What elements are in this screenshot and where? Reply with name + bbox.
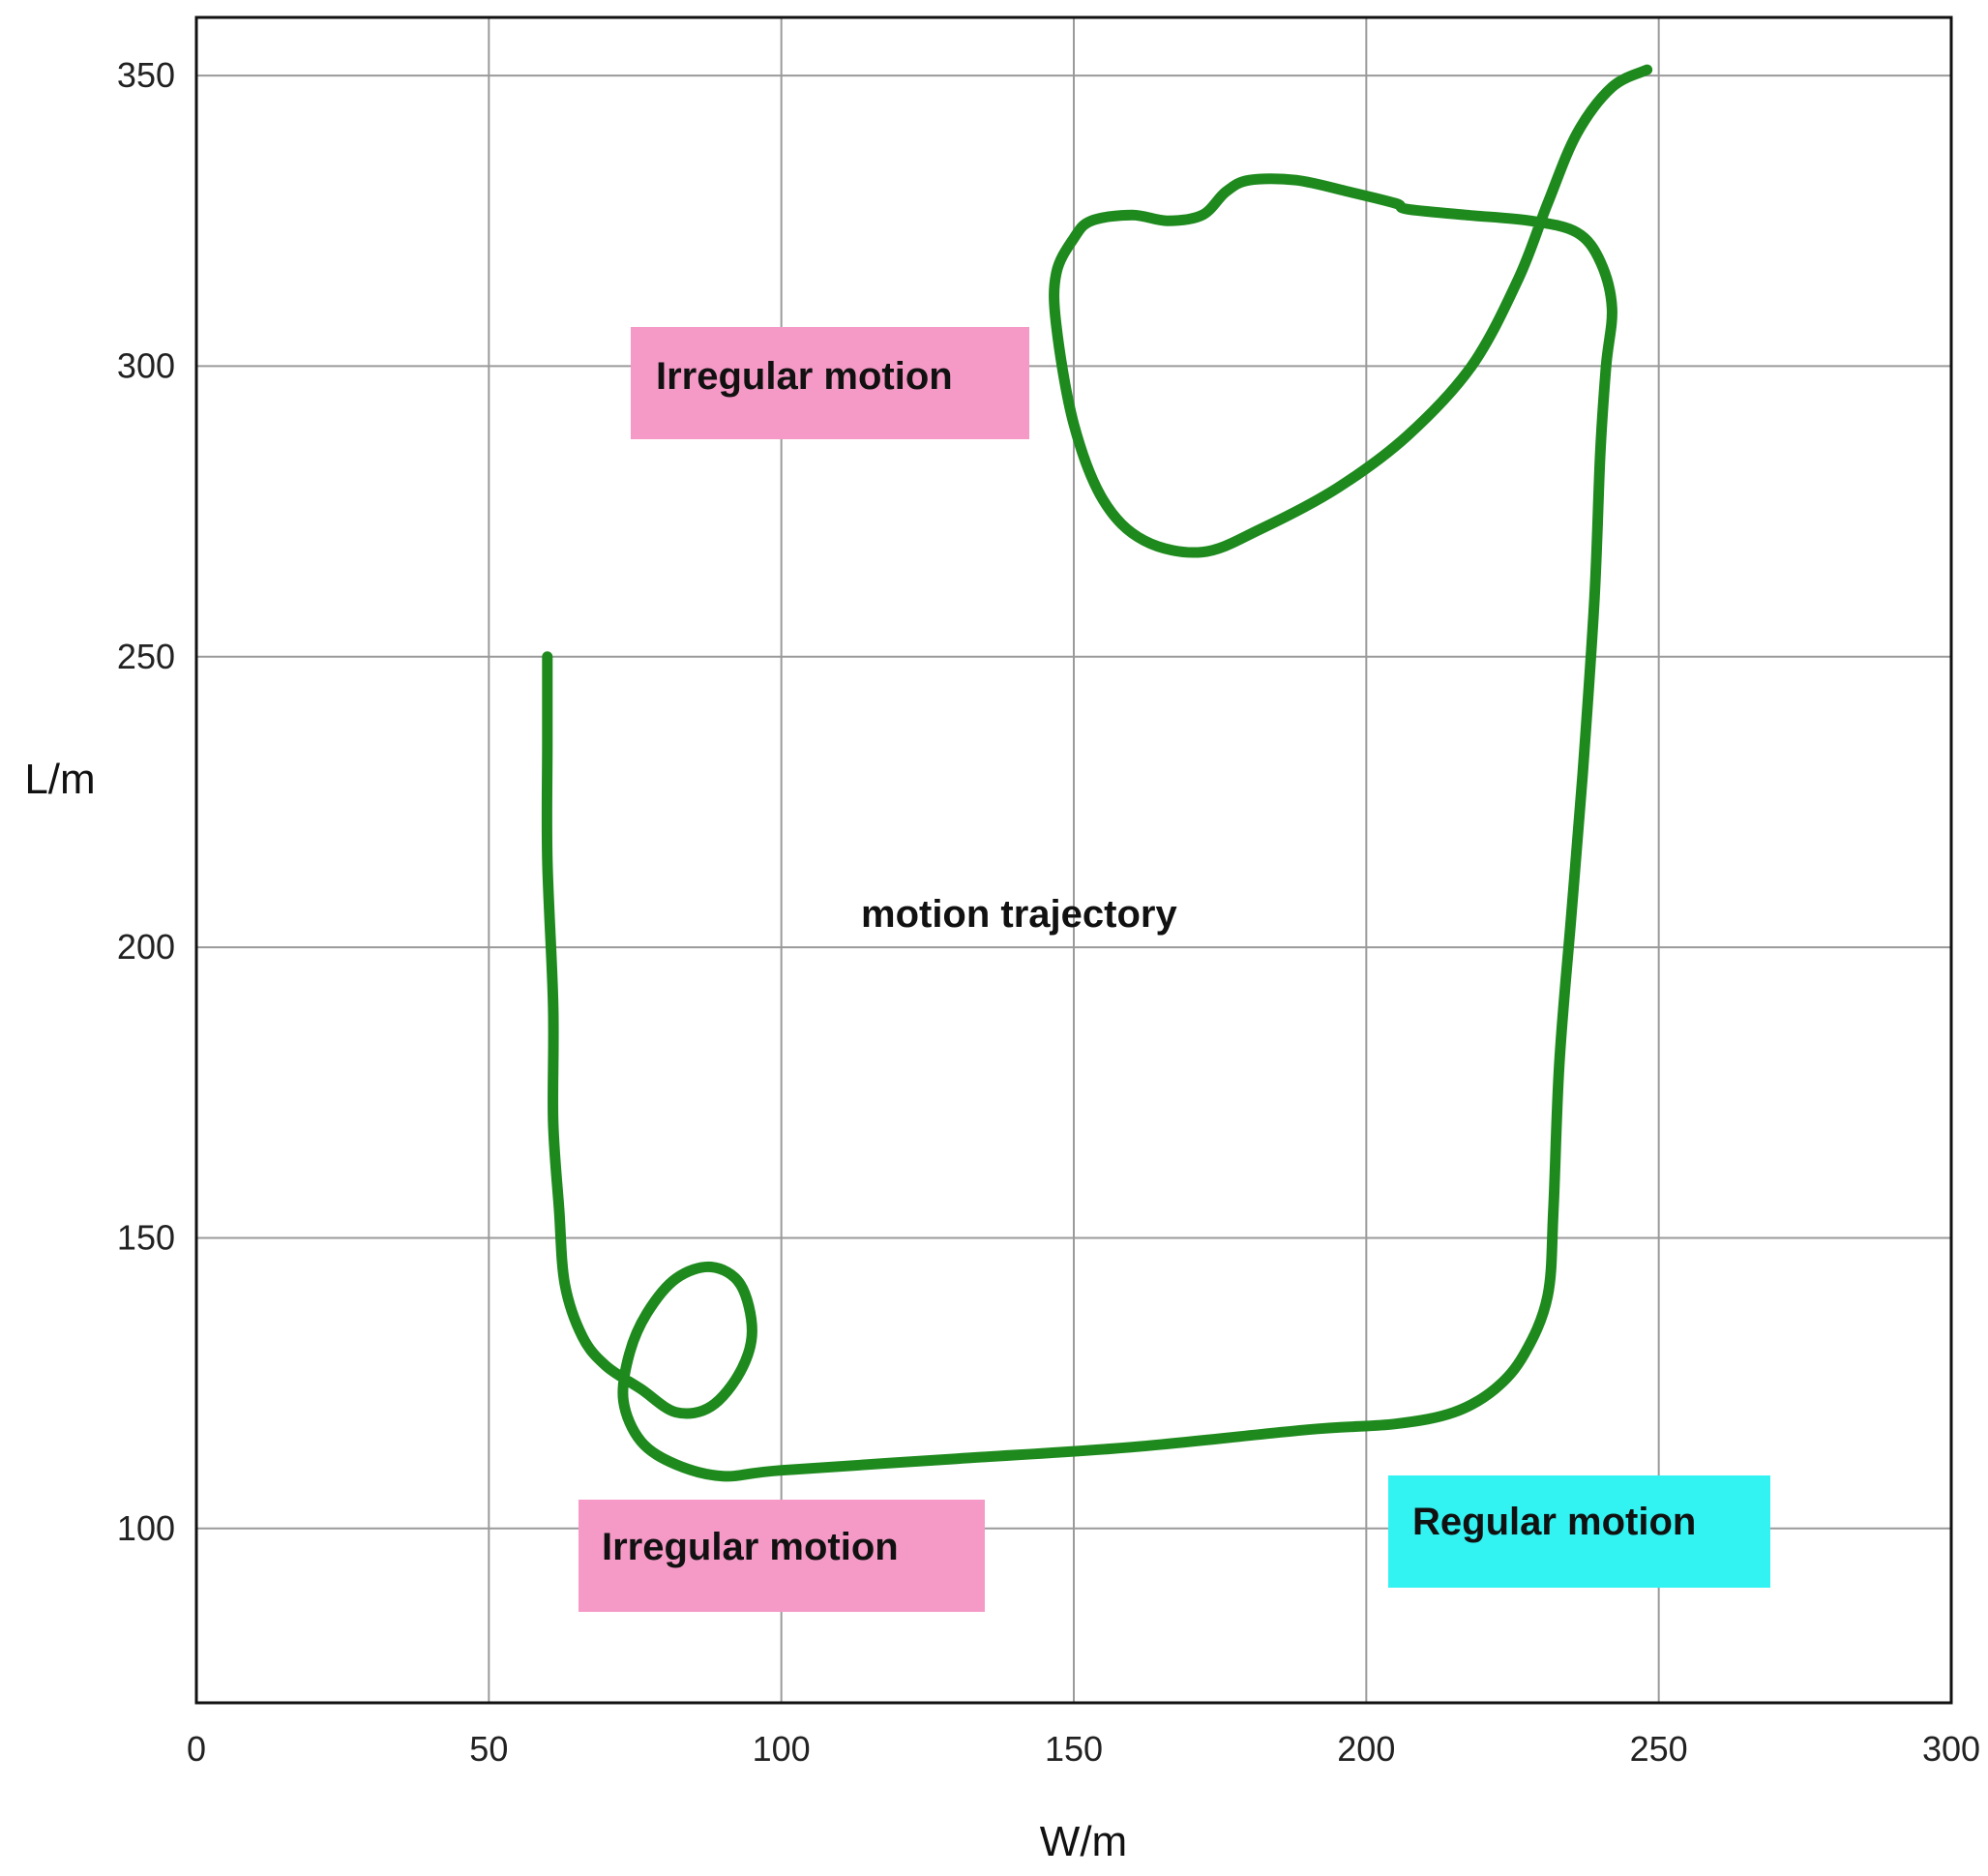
x-tick-label: 100 — [753, 1729, 811, 1769]
annotation-3: Regular motion — [1388, 1475, 1770, 1588]
annotation-text: Regular motion — [1412, 1501, 1696, 1543]
y-tick-label: 350 — [117, 55, 175, 95]
trajectory-series-line — [541, 64, 1653, 1482]
annotation-text: Irregular motion — [602, 1526, 899, 1568]
y-tick-label: 300 — [117, 345, 175, 385]
annotation-1: Irregular motion — [631, 327, 1029, 439]
y-axis-label: L/m — [24, 756, 95, 803]
plot-area-frame — [194, 15, 1953, 1705]
y-tick-label: 250 — [117, 637, 175, 676]
x-tick-label: 250 — [1630, 1729, 1688, 1769]
annotations: Irregular motion Irregular motion Regular … — [579, 327, 1770, 1612]
grid — [196, 17, 1951, 1703]
x-tick-label: 150 — [1045, 1729, 1103, 1769]
annotation-4: motion trajectory — [861, 893, 1177, 936]
series — [541, 64, 1653, 1482]
y-tick-label: 200 — [117, 927, 175, 967]
annotation-box — [1388, 1475, 1770, 1588]
annotation-box — [631, 327, 1029, 439]
y-tick-label: 100 — [117, 1508, 175, 1548]
y-tick-label: 150 — [117, 1217, 175, 1257]
tick-labels: 0 50 100 150 200 250 300 100 150 200 250 300 350 — [117, 55, 1980, 1769]
annotation-text: motion trajectory — [861, 893, 1177, 936]
x-tick-label: 200 — [1337, 1729, 1395, 1769]
annotation-2: Irregular motion — [579, 1500, 985, 1612]
x-tick-label: 0 — [187, 1729, 206, 1769]
annotation-text: Irregular motion — [656, 355, 953, 398]
x-tick-label: 50 — [469, 1729, 508, 1769]
x-axis-label: W/m — [1040, 1818, 1127, 1865]
annotation-box — [579, 1500, 985, 1612]
x-tick-label: 300 — [1922, 1729, 1980, 1769]
